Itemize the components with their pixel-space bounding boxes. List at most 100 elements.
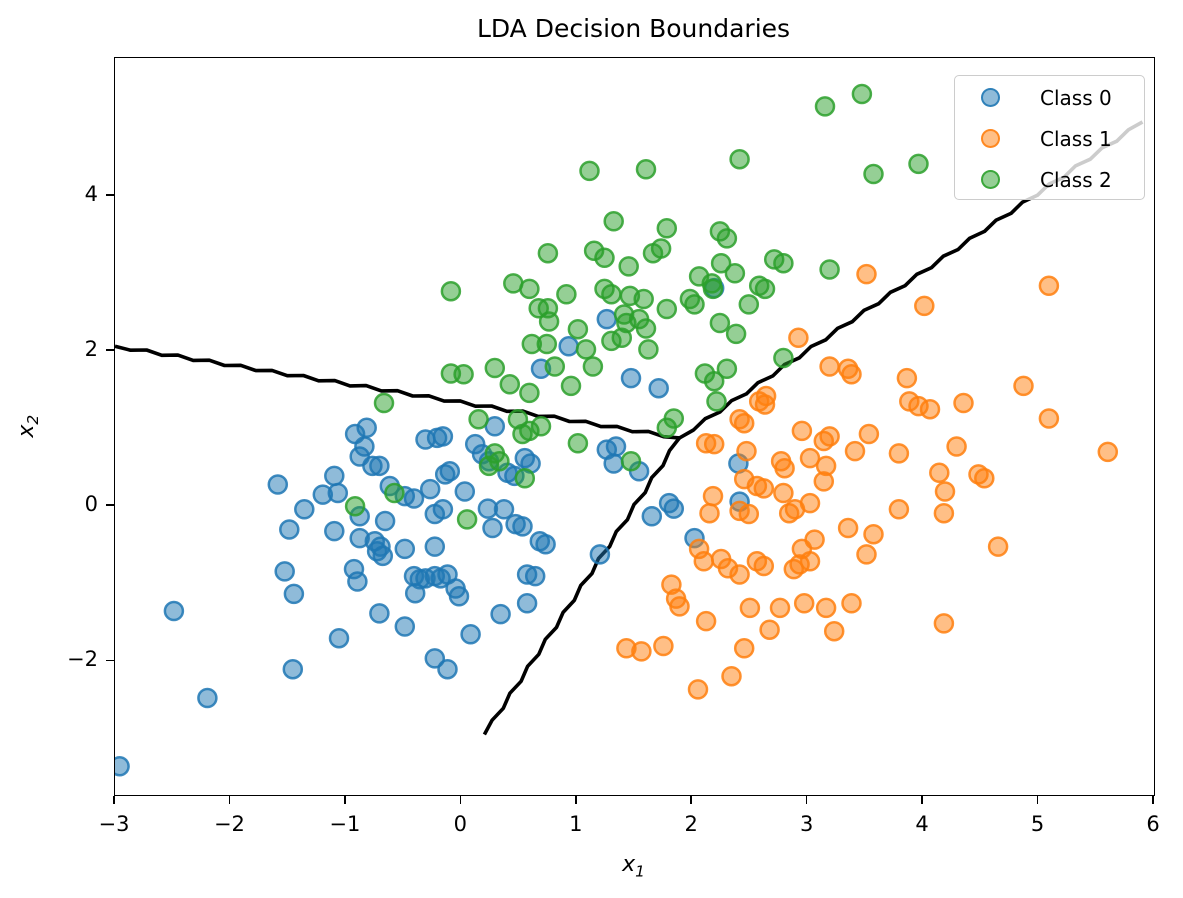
data-point-class-2 — [908, 153, 929, 175]
x-axis-label-base: x — [622, 852, 636, 877]
legend-item: Class 2 — [955, 159, 1144, 200]
data-point-class-1 — [687, 679, 709, 700]
x-tick — [113, 795, 115, 804]
data-point-class-0 — [327, 482, 349, 504]
data-point-class-2 — [478, 455, 500, 477]
x-tick — [1152, 795, 1154, 804]
data-point-class-1 — [934, 481, 956, 502]
data-point-class-0 — [328, 627, 350, 649]
data-point-class-2 — [814, 96, 836, 117]
data-point-class-2 — [384, 482, 405, 504]
x-tick-label: 5 — [1030, 812, 1045, 836]
decision-boundary-line — [115, 344, 680, 440]
data-point-class-0 — [648, 377, 669, 399]
data-point-class-0 — [115, 756, 130, 777]
legend-marker-icon — [981, 170, 1000, 189]
x-tick — [459, 795, 462, 804]
data-point-class-0 — [372, 545, 394, 567]
data-point-class-2 — [710, 252, 732, 274]
data-point-class-1 — [1038, 275, 1060, 297]
data-point-class-0 — [454, 481, 476, 502]
x-tick — [1036, 795, 1039, 804]
data-point-class-1 — [703, 433, 725, 455]
data-point-class-2 — [601, 284, 622, 305]
data-point-class-0 — [404, 582, 426, 604]
data-point-class-0 — [596, 308, 618, 330]
data-point-class-2 — [716, 358, 738, 380]
y-tick-label: −2 — [67, 647, 98, 672]
data-point-class-2 — [440, 280, 462, 302]
data-point-class-0 — [424, 648, 446, 669]
data-point-class-1 — [699, 502, 720, 524]
data-point-class-1 — [739, 597, 761, 619]
data-point-class-2 — [702, 278, 724, 300]
data-point-class-1 — [1038, 408, 1060, 429]
data-point-class-1 — [773, 482, 794, 504]
x-tick — [690, 795, 693, 804]
data-point-class-2 — [656, 218, 678, 239]
data-point-class-2 — [724, 263, 746, 284]
data-point-class-0 — [620, 367, 642, 389]
x-tick-label: 0 — [453, 812, 468, 836]
data-point-class-1 — [819, 356, 840, 377]
data-point-class-0 — [516, 593, 538, 614]
data-point-class-2 — [519, 382, 540, 404]
data-point-class-1 — [753, 478, 775, 499]
data-point-class-2 — [603, 211, 624, 232]
data-point-class-2 — [635, 318, 657, 339]
y-tick-label: 2 — [84, 336, 98, 361]
data-point-class-2 — [468, 409, 489, 430]
data-point-class-0 — [605, 436, 627, 457]
x-tick — [805, 795, 808, 804]
data-point-class-2 — [537, 242, 559, 264]
data-point-class-2 — [620, 450, 642, 472]
data-point-class-1 — [863, 523, 884, 545]
data-point-class-0 — [347, 571, 368, 592]
legend-marker-icon — [981, 88, 1000, 107]
data-point-class-0 — [558, 336, 579, 357]
legend-marker-icon — [981, 129, 1000, 148]
data-point-class-2 — [635, 159, 657, 180]
data-point-class-1 — [1097, 441, 1119, 463]
data-point-class-1 — [823, 620, 845, 642]
data-point-class-0 — [369, 603, 390, 624]
data-point-class-0 — [394, 538, 416, 560]
data-point-class-1 — [733, 412, 755, 434]
data-point-class-1 — [841, 593, 862, 614]
data-point-class-1 — [896, 367, 918, 389]
data-point-class-0 — [603, 453, 624, 474]
data-point-class-2 — [536, 333, 558, 355]
data-point-class-1 — [733, 638, 755, 659]
data-point-class-2 — [544, 356, 566, 377]
data-point-class-2 — [716, 228, 738, 249]
data-point-class-1 — [953, 392, 974, 414]
data-point-class-1 — [858, 423, 880, 445]
data-point-class-2 — [582, 356, 604, 377]
data-point-class-2 — [575, 339, 597, 360]
data-point-class-0 — [482, 517, 503, 539]
data-point-class-1 — [929, 462, 950, 484]
data-point-class-0 — [403, 488, 425, 509]
data-point-class-2 — [633, 288, 654, 310]
data-point-class-2 — [514, 468, 536, 489]
data-point-class-2 — [519, 420, 540, 442]
data-point-class-1 — [919, 398, 941, 420]
data-point-class-2 — [729, 148, 750, 170]
data-point-class-0 — [460, 624, 481, 645]
data-point-class-2 — [618, 256, 639, 277]
data-point-class-2 — [738, 294, 760, 315]
data-point-class-0 — [324, 520, 345, 542]
x-axis-label: x1 — [114, 852, 1153, 880]
x-tick-label: −2 — [213, 812, 245, 836]
data-point-class-2 — [611, 327, 633, 349]
data-point-class-2 — [754, 278, 776, 300]
data-point-class-2 — [851, 83, 873, 105]
data-point-class-1 — [702, 485, 724, 507]
data-point-class-1 — [844, 440, 866, 462]
data-point-class-0 — [432, 426, 454, 447]
data-point-class-1 — [717, 558, 739, 579]
data-point-class-0 — [356, 417, 377, 439]
data-point-class-0 — [524, 565, 546, 587]
data-point-class-1 — [1013, 375, 1034, 397]
x-tick-label: 4 — [915, 812, 929, 836]
